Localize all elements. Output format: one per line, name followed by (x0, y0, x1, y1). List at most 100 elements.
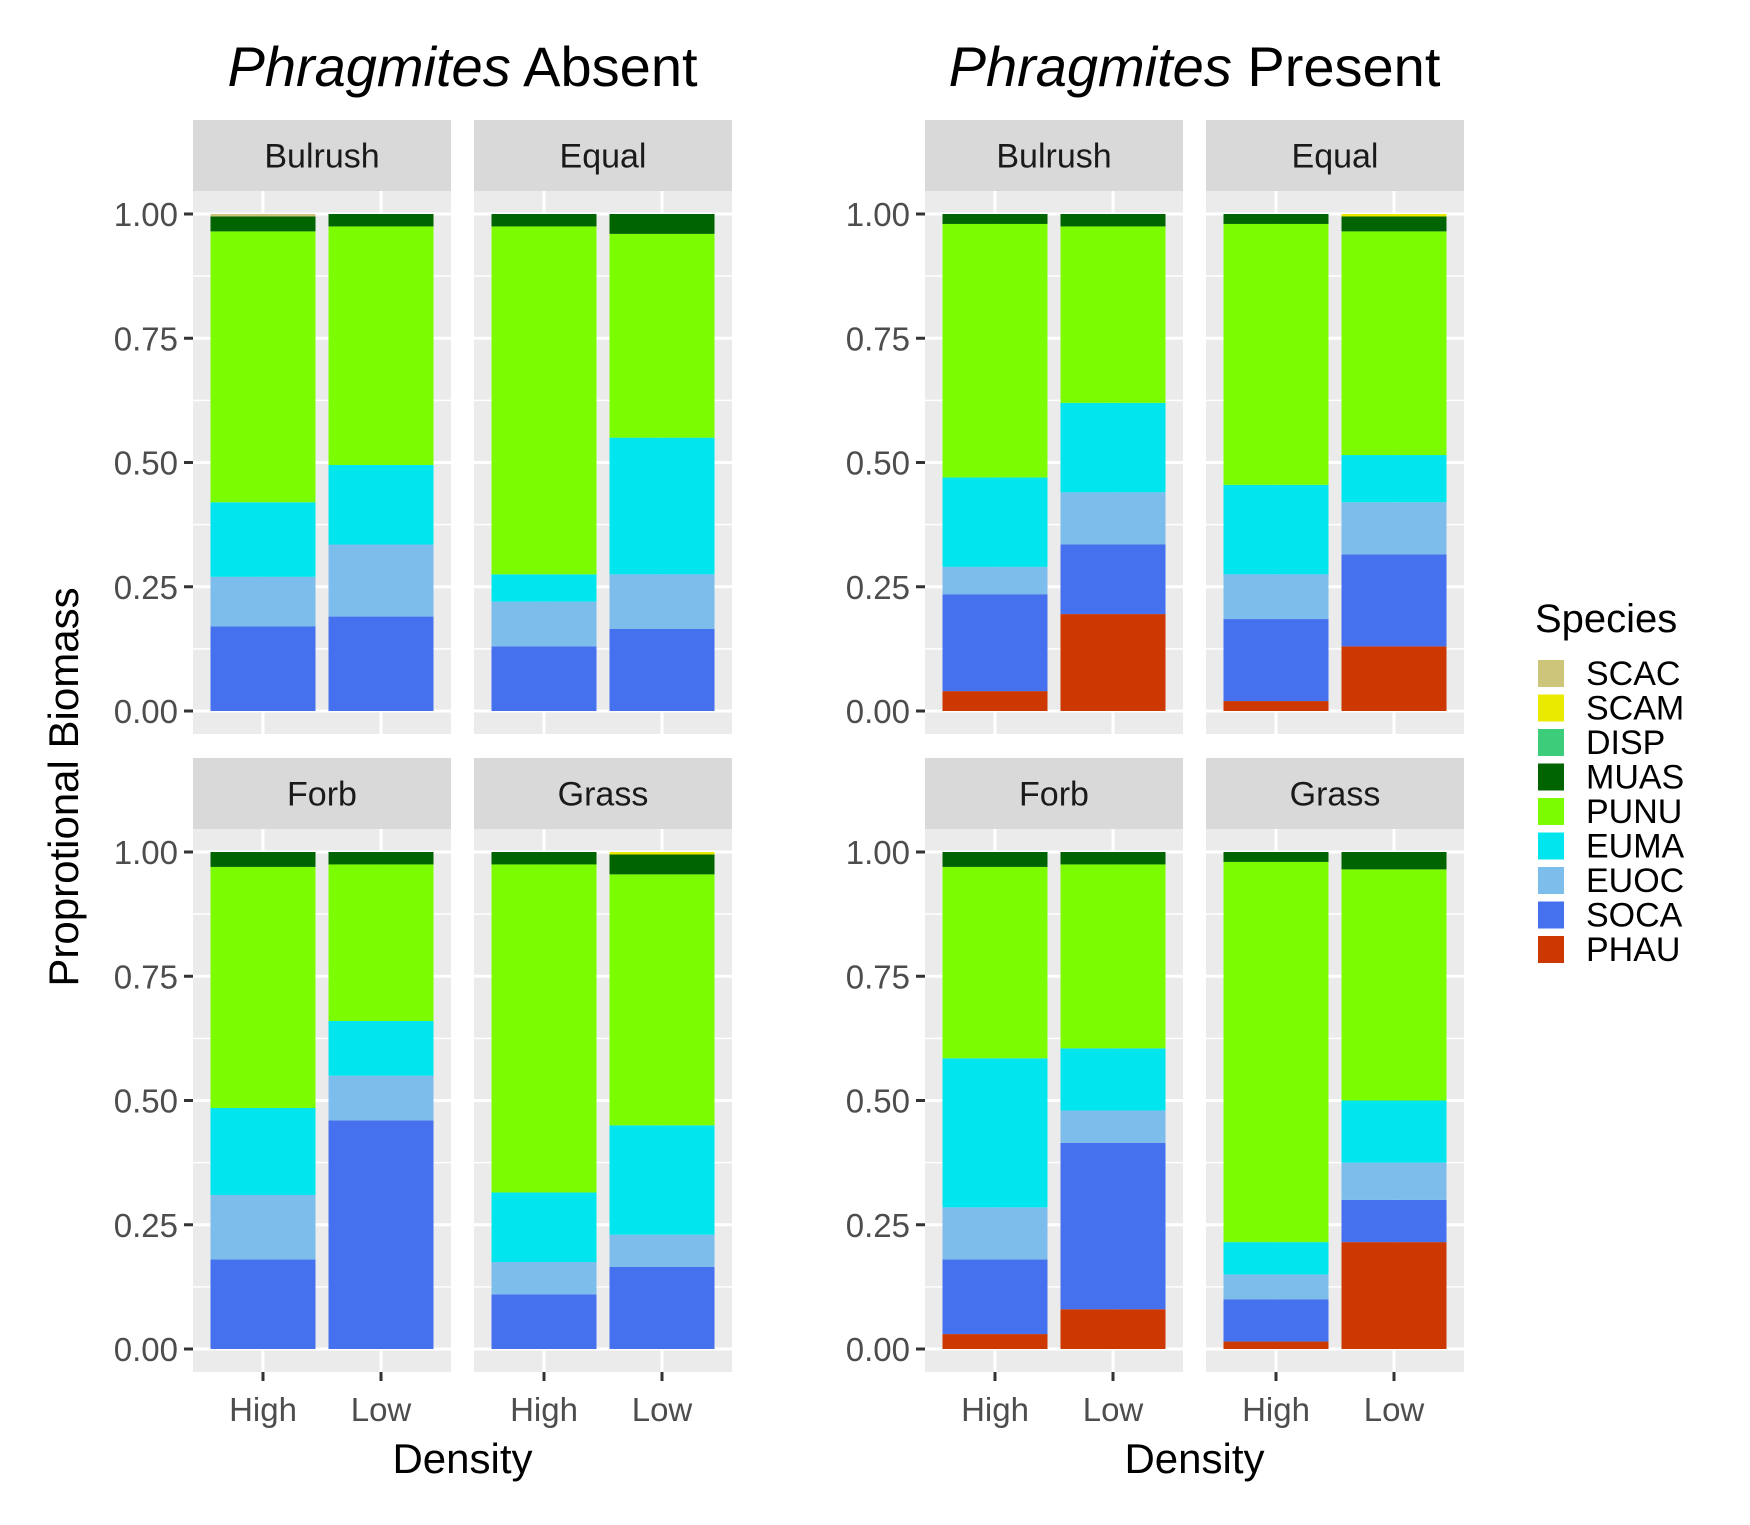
facet-label: Grass (558, 776, 649, 814)
facet-equal: Equal (474, 120, 732, 734)
facet-equal: Equal (1206, 120, 1464, 734)
legend-swatch-soca (1538, 901, 1564, 929)
bar-segment-soca (942, 594, 1048, 692)
bar-segment-muas (491, 214, 597, 227)
bar-segment-muas (1341, 852, 1447, 870)
bar-segment-euma (609, 1125, 715, 1235)
bar-segment-punu (1223, 223, 1329, 485)
y-tick-label: 1.00 (846, 834, 910, 871)
bar-segment-punu (609, 874, 715, 1126)
bar-segment-euoc (1060, 492, 1166, 545)
x-tick-label: Low (632, 1391, 693, 1428)
facet-label: Equal (560, 138, 647, 176)
x-tick-label: High (229, 1391, 297, 1428)
bar-segment-soca (1060, 544, 1166, 615)
y-tick-label: 0.00 (846, 693, 910, 730)
bar-segment-punu (210, 231, 316, 503)
bar-segment-euoc (491, 601, 597, 647)
bar-segment-euma (328, 1020, 434, 1076)
facet-forb: Forb 0.00 0.25 0.50 0.75 1.00 High Low (846, 758, 1183, 1428)
chart-title: Phragmites Absent (227, 35, 697, 98)
legend-swatch-euoc (1538, 867, 1564, 894)
y-tick-label: 0.25 (846, 1207, 910, 1244)
bar-segment-euoc (942, 1207, 1048, 1260)
bar-segment-soca (328, 1120, 434, 1349)
legend-label-phau: PHAU (1586, 931, 1680, 969)
bar-segment-scam (609, 852, 715, 855)
bar-segment-euoc (210, 576, 316, 627)
bar-segment-punu (328, 226, 434, 465)
bar-segment-euoc (491, 1262, 597, 1295)
bar-segment-scac (210, 214, 316, 217)
facet-label: Bulrush (996, 138, 1111, 176)
facet-strip (193, 120, 451, 191)
bar-segment-soca (1341, 1199, 1447, 1243)
bar-segment-muas (210, 216, 316, 232)
bar-segment-punu (1341, 869, 1447, 1101)
bar-segment-muas (1223, 214, 1329, 224)
chart-title: Phragmites Present (949, 35, 1441, 98)
bar-segment-euma (609, 437, 715, 575)
bar-segment-soca (942, 1259, 1048, 1335)
legend-label-punu: PUNU (1586, 793, 1682, 831)
bar-segment-soca (1060, 1142, 1166, 1310)
bar-segment-phau (1060, 1309, 1166, 1349)
bar-segment-punu (491, 864, 597, 1193)
bar-segment-scam (1341, 214, 1447, 217)
bar-segment-euoc (609, 1234, 715, 1267)
bar-segment-euma (1341, 1100, 1447, 1163)
legend-swatch-euma (1538, 832, 1564, 860)
bar-segment-phau (1223, 1341, 1329, 1349)
bar-segment-euoc (210, 1194, 316, 1260)
bar-segment-soca (1341, 554, 1447, 647)
legend-swatch-disp (1538, 729, 1564, 756)
facet-bulrush: Bulrush 0.00 0.25 0.50 0.75 1.00 (846, 120, 1183, 734)
facet-strip (474, 120, 732, 191)
x-tick-label: Low (1083, 1391, 1144, 1428)
bar-segment-muas (210, 852, 316, 867)
bar-segment-euma (1223, 1242, 1329, 1275)
facet-strip (1206, 120, 1464, 191)
bar-segment-punu (942, 866, 1048, 1059)
bar-segment-phau (942, 691, 1048, 711)
bar-segment-muas (609, 854, 715, 875)
bar-segment-soca (609, 628, 715, 711)
bar-segment-muas (1223, 852, 1329, 862)
x-tick-label: Low (1364, 1391, 1425, 1428)
legend-swatch-muas (1538, 763, 1564, 791)
bar-segment-euoc (1060, 1110, 1166, 1143)
bar-segment-euoc (1223, 574, 1329, 620)
x-tick-label: High (510, 1391, 578, 1428)
legend-label-scam: SCAM (1586, 690, 1684, 728)
bar-segment-euoc (1223, 1274, 1329, 1300)
bar-segment-phau (1060, 614, 1166, 711)
bar-segment-phau (1341, 646, 1447, 711)
y-tick-label: 0.50 (846, 445, 910, 482)
bar-segment-muas (328, 214, 434, 227)
y-tick-label: 0.75 (114, 958, 178, 995)
bar-segment-euoc (609, 574, 715, 629)
x-tick-label: High (961, 1391, 1029, 1428)
bar-segment-muas (942, 214, 1048, 224)
bar-segment-soca (328, 616, 434, 711)
facet-grass: Grass High Low (1206, 758, 1464, 1428)
bar-segment-euoc (1341, 1162, 1447, 1200)
bar-segment-soca (491, 646, 597, 711)
bar-segment-soca (609, 1266, 715, 1349)
facet-strip (193, 758, 451, 829)
x-axis-title: Density (1124, 1435, 1264, 1482)
bar-segment-muas (942, 852, 1048, 867)
bar-segment-muas (1060, 214, 1166, 227)
bar-segment-phau (942, 1334, 1048, 1349)
bar-segment-euma (1060, 402, 1166, 493)
y-tick-label: 1.00 (114, 834, 178, 871)
y-axis-title: Proprotional Biomass (40, 587, 87, 986)
facet-strip (1206, 758, 1464, 829)
bar-segment-punu (491, 226, 597, 575)
bar-segment-punu (609, 233, 715, 438)
legend-title: Species (1535, 597, 1677, 641)
facet-label: Bulrush (264, 138, 379, 176)
facet-strip (474, 758, 732, 829)
bar-segment-soca (210, 1259, 316, 1349)
